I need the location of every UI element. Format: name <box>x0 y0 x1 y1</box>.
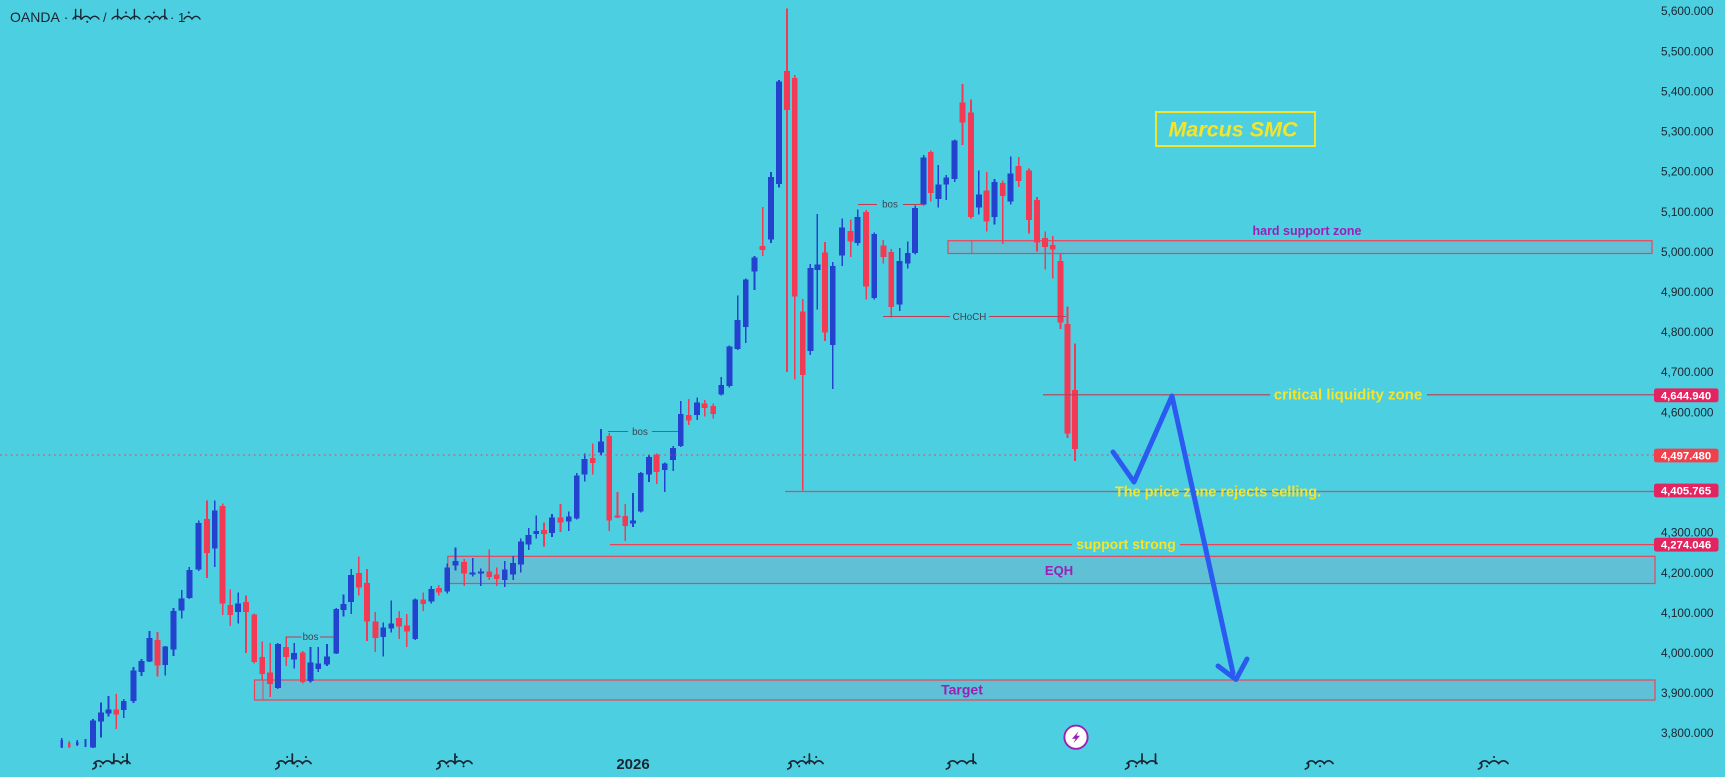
svg-text:bos: bos <box>632 427 648 438</box>
svg-text:EQH: EQH <box>1045 563 1073 578</box>
svg-text:4,405.765: 4,405.765 <box>1661 486 1711 498</box>
svg-text:4,900.000: 4,900.000 <box>1661 285 1714 299</box>
svg-text:4,274.046: 4,274.046 <box>1661 540 1711 552</box>
svg-text:4,300.000: 4,300.000 <box>1661 526 1714 540</box>
svg-text:bos: bos <box>303 632 319 643</box>
svg-text:4,000.000: 4,000.000 <box>1661 646 1714 660</box>
svg-text:· 1: · 1 <box>170 10 185 25</box>
svg-text:The price zone rejects selling: The price zone rejects selling. <box>1115 485 1321 501</box>
svg-text:bos: bos <box>882 200 898 211</box>
svg-text:4,800.000: 4,800.000 <box>1661 325 1714 339</box>
svg-text:Target: Target <box>941 682 983 698</box>
svg-text:4,100.000: 4,100.000 <box>1661 606 1714 620</box>
svg-text:5,200.000: 5,200.000 <box>1661 165 1714 179</box>
svg-text:3,900.000: 3,900.000 <box>1661 686 1714 700</box>
svg-text:4,200.000: 4,200.000 <box>1661 566 1714 580</box>
svg-text:OANDA·: OANDA · <box>10 9 68 25</box>
svg-text:3,800.000: 3,800.000 <box>1661 726 1714 740</box>
svg-text:4,600.000: 4,600.000 <box>1661 405 1714 419</box>
svg-text:4,700.000: 4,700.000 <box>1661 365 1714 379</box>
svg-text:5,000.000: 5,000.000 <box>1661 245 1714 259</box>
svg-text:CHoCH: CHoCH <box>953 312 987 323</box>
svg-text:5,600.000: 5,600.000 <box>1661 4 1714 18</box>
svg-text:5,100.000: 5,100.000 <box>1661 205 1714 219</box>
svg-text:5,300.000: 5,300.000 <box>1661 125 1714 139</box>
svg-text:/: / <box>103 10 107 25</box>
svg-text:4,497.480: 4,497.480 <box>1661 451 1711 463</box>
svg-text:5,500.000: 5,500.000 <box>1661 44 1714 58</box>
svg-text:5,400.000: 5,400.000 <box>1661 84 1714 98</box>
svg-text:hard support zone: hard support zone <box>1252 224 1361 238</box>
svg-text:Marcus SMC: Marcus SMC <box>1168 118 1298 142</box>
svg-text:support strong: support strong <box>1076 536 1176 552</box>
svg-text:2026: 2026 <box>616 756 649 773</box>
svg-text:critical liquidity zone: critical liquidity zone <box>1274 387 1422 404</box>
svg-text:4,644.940: 4,644.940 <box>1661 390 1711 402</box>
